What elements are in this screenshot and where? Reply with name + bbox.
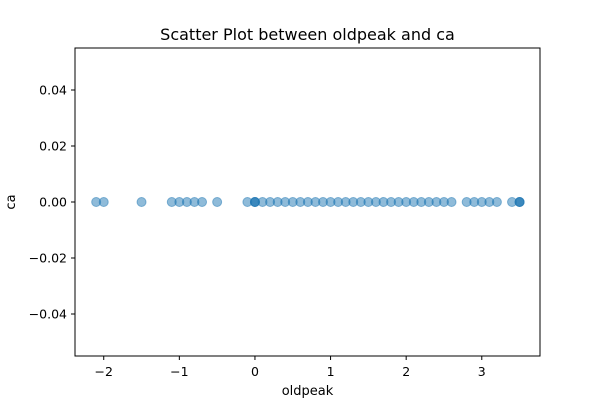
x-tick-label: −1	[170, 364, 188, 379]
x-tick-label: 0	[251, 364, 259, 379]
scatter-point-7	[197, 197, 208, 207]
scatter-point-47	[514, 197, 525, 207]
scatter-point-1	[98, 197, 109, 207]
points-layer	[91, 197, 525, 207]
y-tick-label: −0.02	[29, 251, 67, 266]
y-tick-label: 0.04	[39, 83, 67, 98]
scatter-point-38	[446, 197, 457, 207]
scatter-point-8	[212, 197, 223, 207]
y-axis-label: ca	[4, 194, 19, 209]
y-tick-label: 0.00	[39, 195, 67, 210]
plot-frame	[74, 47, 541, 357]
y-ticks: 0.04 0.02 0.00 −0.02 −0.04	[29, 83, 75, 322]
x-tick-label: 1	[327, 364, 335, 379]
chart-title: Scatter Plot between oldpeak and ca	[160, 25, 455, 44]
x-axis-label: oldpeak	[282, 384, 334, 399]
x-tick-label: 2	[402, 364, 410, 379]
x-ticks: −2 −1 0 1 2 3	[95, 356, 486, 379]
y-tick-label: −0.04	[29, 307, 67, 322]
x-tick-label: 3	[478, 364, 486, 379]
scatter-point-2	[136, 197, 147, 207]
x-tick-label: −2	[95, 364, 113, 379]
y-tick-label: 0.02	[39, 139, 67, 154]
scatter-point-43	[491, 197, 502, 207]
